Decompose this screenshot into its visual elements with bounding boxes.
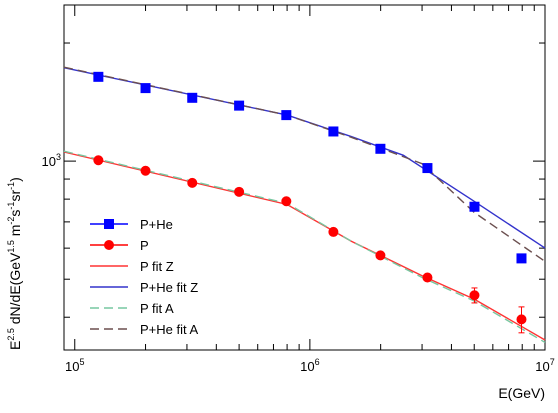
legend-label-p-fit-a: P fit A: [140, 301, 174, 316]
data-point-p-he: [140, 83, 151, 94]
data-point-p: [140, 165, 151, 176]
legend-label-p-he-fit-a: P+He fit A: [140, 322, 198, 337]
data-point-p-he: [375, 143, 386, 154]
y-axis-title: E2.5 dN/dE(GeV1.5 m-2s-1sr-1): [6, 177, 23, 350]
data-point-p-he: [516, 253, 527, 264]
data-point-p: [375, 250, 386, 261]
data-point-p-he: [93, 71, 104, 82]
plot-frame: [63, 4, 546, 351]
legend-label-p: P: [140, 238, 149, 253]
legend-marker-p-he: [104, 219, 114, 229]
axis-ticks: 105 106 107 103: [42, 5, 555, 374]
x-tick-label: 106: [300, 357, 319, 374]
data-point-p-he: [281, 110, 292, 121]
data-point-p-he: [422, 163, 433, 174]
x-axis-title: E(GeV): [498, 385, 545, 401]
series-line-p-he-fit-z: [63, 67, 546, 249]
series-line-p-fit-z: [63, 151, 546, 341]
data-point-p: [281, 196, 292, 207]
legend-label-p-he-fit-z: P+He fit Z: [140, 280, 198, 295]
legend-marker-p: [104, 240, 114, 250]
series-layer: [63, 66, 546, 344]
data-point-p: [469, 290, 480, 301]
series-line-p-he-fit-a: [63, 66, 546, 262]
x-tick-label: 105: [65, 357, 84, 374]
data-point-p: [516, 314, 527, 325]
data-point-p-he: [328, 126, 339, 137]
data-point-p: [422, 272, 433, 283]
data-point-p: [93, 155, 104, 166]
data-point-p: [328, 226, 339, 237]
data-point-p: [187, 177, 198, 188]
y-tick-label: 103: [42, 152, 61, 169]
x-tick-label: 107: [535, 357, 554, 374]
legend-label-p-fit-z: P fit Z: [140, 259, 174, 274]
series-line-p-fit-a: [63, 150, 546, 344]
data-point-p-he: [187, 92, 198, 103]
data-point-p-he: [469, 201, 480, 212]
data-point-p: [234, 186, 245, 197]
legend: P+He P P fit Z P+He fit Z P fit A P+He fit A: [90, 217, 198, 337]
legend-label-p-he: P+He: [140, 217, 173, 232]
data-point-p-he: [234, 100, 245, 111]
